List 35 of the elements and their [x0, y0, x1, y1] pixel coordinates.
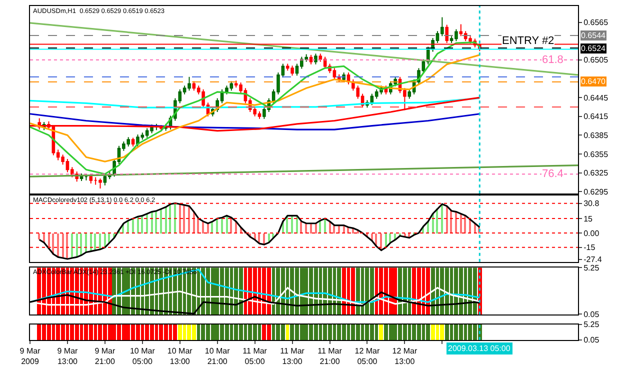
ref-line-label: 0.6544	[581, 31, 606, 40]
annotation: 76.4	[542, 168, 564, 180]
y-tick-label: 0.6385	[584, 130, 609, 140]
ref-line-label: 2009.03.13 05:00	[448, 344, 511, 353]
x-tick-label: 11 Mar 13:00	[280, 346, 305, 366]
y-tick-label: 0.05	[584, 310, 600, 319]
y-tick-label: 0.05	[584, 336, 600, 345]
y-tick-label: 0.6295	[584, 187, 609, 196]
x-tick-label: 12 Mar 13:00	[392, 346, 418, 366]
annotation: ENTRY #2	[502, 35, 554, 47]
ref-line-label: 0.6470	[581, 77, 606, 86]
y-tick-label: 0.00	[584, 228, 600, 238]
y-tick-label: -27.4	[584, 255, 602, 264]
annotation: 61.8	[542, 54, 564, 66]
x-tick-label: 10 Mar 05:00	[130, 346, 156, 366]
y-tick-label: 5.25	[584, 264, 600, 273]
y-tick-label: 30.8	[584, 199, 600, 208]
x-tick-label: 9 Mar 13:00	[57, 346, 78, 366]
y-tick-label: 15	[584, 214, 594, 224]
y-tick-label: 0.6445	[584, 93, 609, 102]
y-tick-label: 0.6415	[584, 112, 609, 122]
x-tick-label: 11 Mar 21:00	[318, 346, 342, 366]
x-tick-label: 11 Mar 05:00	[242, 346, 268, 366]
ref-line-label: 0.6524	[581, 44, 606, 53]
x-tick-label: 10 Mar 13:00	[167, 346, 193, 366]
x-tick-label: 9 Mar 2009	[20, 346, 41, 366]
y-tick-label: 0.6565	[584, 18, 609, 28]
y-tick-label: 0.6325	[584, 168, 609, 178]
x-tick-label: 10 Mar 21:00	[204, 346, 230, 366]
y-tick-label: 0.6355	[584, 150, 609, 159]
y-tick-label: 0.6505	[584, 56, 609, 65]
y-tick-label: -15	[584, 243, 596, 252]
x-tick-label: 9 Mar 21:00	[94, 346, 116, 366]
y-tick-label: 5.25	[584, 320, 600, 330]
x-tick-label: 12 Mar 05:00	[354, 346, 380, 366]
